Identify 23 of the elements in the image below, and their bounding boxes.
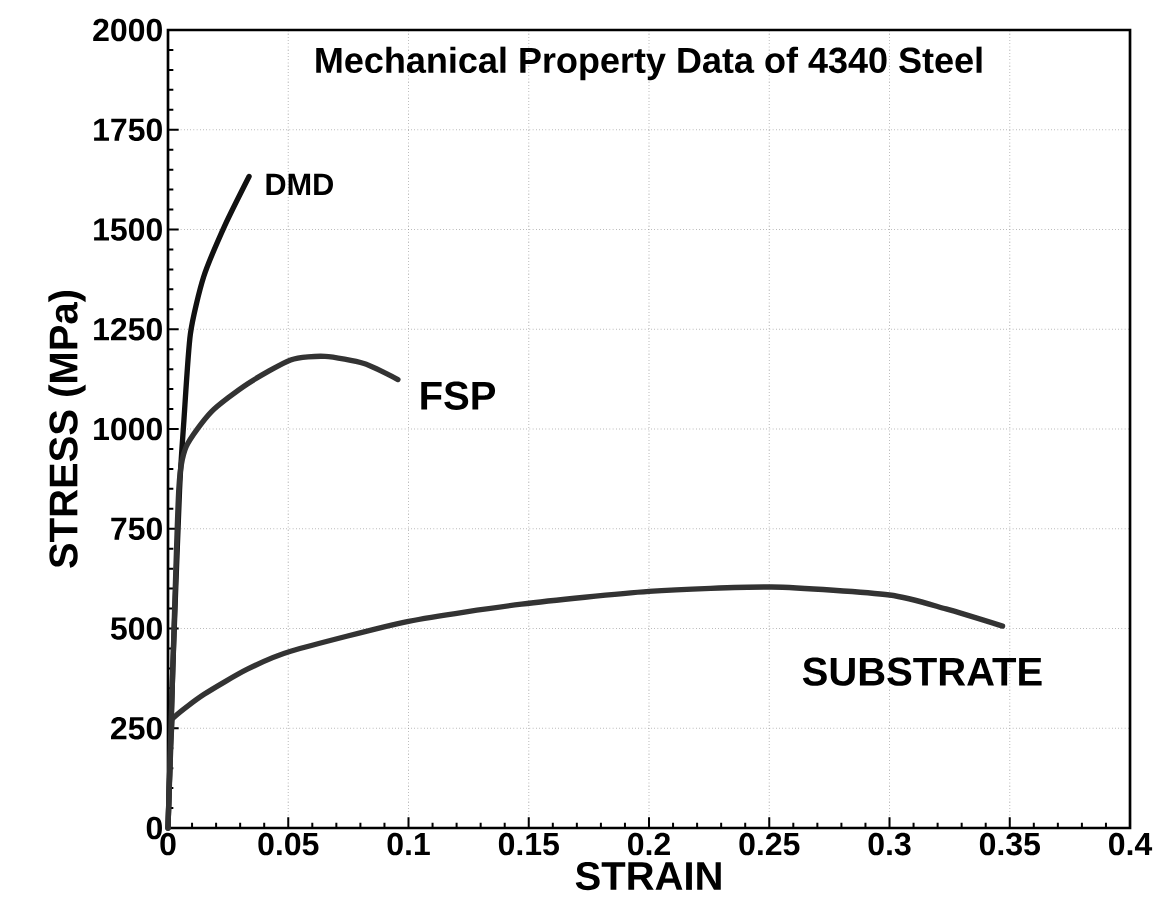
y-tick-label: 1250 <box>94 317 162 341</box>
x-tick-label: 0.2 <box>628 832 670 856</box>
y-axis-title: STRESS (MPa) <box>48 291 86 568</box>
x-tick-label: 0.35 <box>979 832 1040 856</box>
y-tick-label: 2000 <box>93 18 162 42</box>
y-tick-label: 250 <box>111 716 162 740</box>
y-tick-label: 500 <box>110 617 162 640</box>
y-tick-label: 750 <box>111 517 162 541</box>
x-tick-label: 0.25 <box>739 832 800 856</box>
x-tick-label: 0.3 <box>868 832 911 856</box>
x-tick-label: 0.1 <box>387 832 430 856</box>
y-tick-label: 0 <box>146 816 162 840</box>
series-label: DMD <box>266 173 333 195</box>
series-label: FSP <box>421 381 496 410</box>
y-tick-label: 1000 <box>94 417 162 441</box>
y-tick-label: 1750 <box>94 118 162 142</box>
x-tick-label: 0.4 <box>1109 832 1153 856</box>
x-tick-label: 0.15 <box>498 832 559 856</box>
chart-title: Mechanical Property Data of 4340 Steel <box>316 46 982 81</box>
x-tick-label: 0.05 <box>258 832 319 856</box>
series-label: SUBSTRATE <box>802 657 1042 686</box>
y-tick-label: 1500 <box>94 218 162 241</box>
x-axis-title: STRAIN <box>575 861 721 891</box>
